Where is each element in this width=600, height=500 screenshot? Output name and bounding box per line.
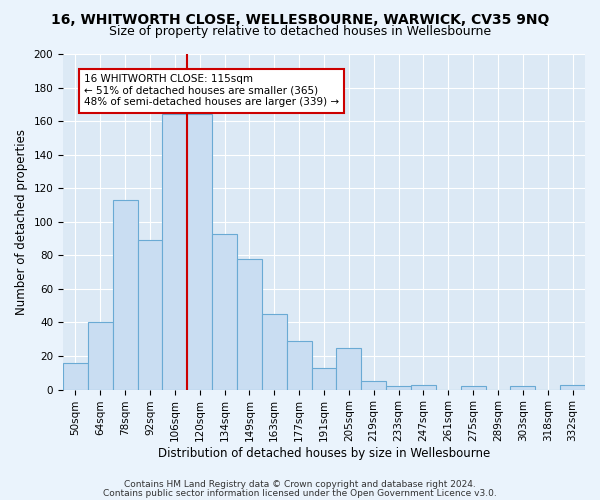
Text: Contains HM Land Registry data © Crown copyright and database right 2024.: Contains HM Land Registry data © Crown c… — [124, 480, 476, 489]
Bar — [311, 368, 337, 390]
Bar — [361, 381, 386, 390]
Bar — [137, 240, 163, 390]
Bar — [560, 384, 585, 390]
Bar — [187, 114, 212, 390]
Y-axis label: Number of detached properties: Number of detached properties — [15, 129, 28, 315]
Text: 16 WHITWORTH CLOSE: 115sqm
← 51% of detached houses are smaller (365)
48% of sem: 16 WHITWORTH CLOSE: 115sqm ← 51% of deta… — [84, 74, 339, 108]
Bar — [113, 200, 137, 390]
X-axis label: Distribution of detached houses by size in Wellesbourne: Distribution of detached houses by size … — [158, 447, 490, 460]
Bar — [511, 386, 535, 390]
Bar — [237, 258, 262, 390]
Bar — [262, 314, 287, 390]
Text: Contains public sector information licensed under the Open Government Licence v3: Contains public sector information licen… — [103, 488, 497, 498]
Bar — [411, 384, 436, 390]
Bar — [337, 348, 361, 390]
Bar — [461, 386, 485, 390]
Text: Size of property relative to detached houses in Wellesbourne: Size of property relative to detached ho… — [109, 25, 491, 38]
Bar — [287, 341, 311, 390]
Bar — [163, 114, 187, 390]
Text: 16, WHITWORTH CLOSE, WELLESBOURNE, WARWICK, CV35 9NQ: 16, WHITWORTH CLOSE, WELLESBOURNE, WARWI… — [51, 12, 549, 26]
Bar — [88, 322, 113, 390]
Bar — [63, 362, 88, 390]
Bar — [212, 234, 237, 390]
Bar — [386, 386, 411, 390]
